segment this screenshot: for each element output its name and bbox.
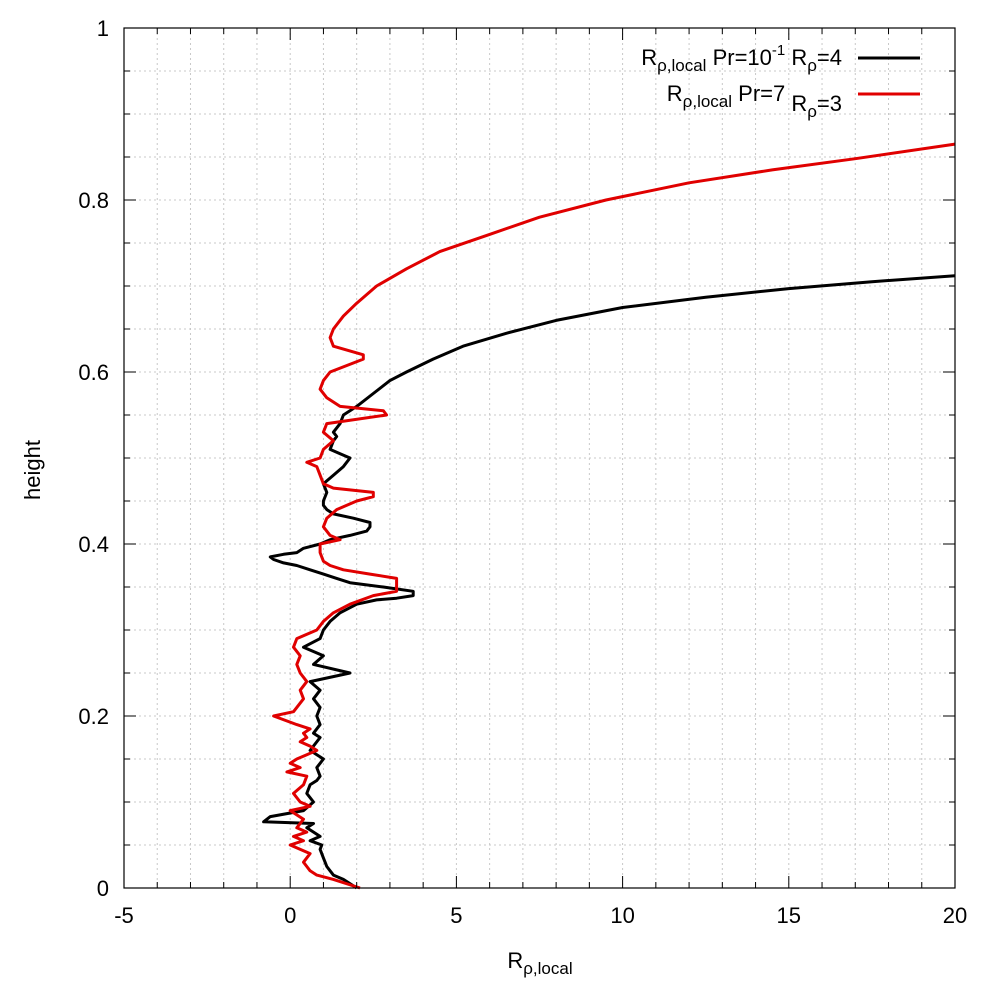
y-tick-label: 0.6 <box>78 360 109 385</box>
legend: Rρ,local Pr=10-1 Rρ=4 Rρ,local Pr=7 Rρ=3 <box>641 42 920 121</box>
ticks <box>124 28 955 888</box>
legend-entry-0: Rρ,local Pr=10-1 Rρ=4 <box>641 42 920 75</box>
series-line-1 <box>272 142 956 890</box>
y-tick-label: 0.8 <box>78 188 109 213</box>
y-tick-label: 0.2 <box>78 704 109 729</box>
y-tick-label: 0 <box>97 876 109 901</box>
x-tick-label: 15 <box>777 903 801 928</box>
x-tick-label: -5 <box>114 903 134 928</box>
x-tick-label: 5 <box>450 903 462 928</box>
y-tick-label: 0.4 <box>78 532 109 557</box>
legend-label-1: Rρ,local Pr=7 Rρ=3 <box>667 81 842 121</box>
y-axis-label: height <box>20 440 45 500</box>
y-tick-label: 1 <box>97 16 109 41</box>
legend-entry-1: Rρ,local Pr=7 Rρ=3 <box>667 81 920 121</box>
x-tick-label: 10 <box>610 903 634 928</box>
series-layer <box>262 142 956 890</box>
x-tick-label: 0 <box>284 903 296 928</box>
legend-label-0: Rρ,local Pr=10-1 Rρ=4 <box>641 42 842 75</box>
x-tick-label: 20 <box>943 903 967 928</box>
x-axis-label: Rρ,local <box>507 948 572 978</box>
grid <box>124 28 955 888</box>
series-line-0 <box>262 274 956 890</box>
